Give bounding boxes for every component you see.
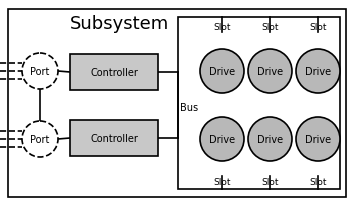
Text: Drive: Drive: [257, 134, 283, 144]
Text: Port: Port: [30, 134, 50, 144]
Text: Drive: Drive: [305, 134, 331, 144]
Text: Subsystem: Subsystem: [70, 15, 169, 33]
Text: Drive: Drive: [209, 134, 235, 144]
Circle shape: [22, 54, 58, 90]
Bar: [70, 55, 158, 91]
Bar: [178, 18, 340, 189]
Text: Bus: Bus: [180, 102, 198, 112]
Text: Slot: Slot: [213, 178, 231, 187]
Circle shape: [248, 118, 292, 161]
Text: Controller: Controller: [90, 133, 138, 143]
Circle shape: [22, 121, 58, 157]
Circle shape: [200, 50, 244, 94]
Text: Slot: Slot: [261, 22, 279, 31]
Text: Drive: Drive: [257, 67, 283, 77]
Circle shape: [296, 118, 340, 161]
Text: Drive: Drive: [305, 67, 331, 77]
Text: Slot: Slot: [309, 22, 327, 31]
Text: Port: Port: [30, 67, 50, 77]
Text: Slot: Slot: [213, 22, 231, 31]
Text: Slot: Slot: [261, 178, 279, 187]
Circle shape: [296, 50, 340, 94]
Text: Drive: Drive: [209, 67, 235, 77]
Text: Slot: Slot: [309, 178, 327, 187]
Bar: [70, 120, 158, 156]
Circle shape: [200, 118, 244, 161]
Circle shape: [248, 50, 292, 94]
Text: Controller: Controller: [90, 68, 138, 78]
